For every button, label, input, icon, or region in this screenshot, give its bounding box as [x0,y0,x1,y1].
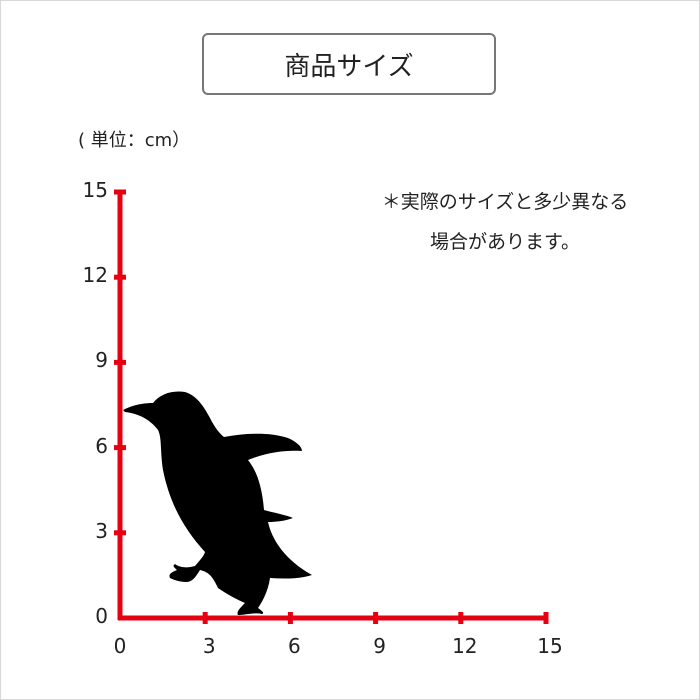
y-tick-label: 6 [95,433,108,458]
x-tick-label: 0 [113,634,127,658]
page-title: 商品サイズ [202,33,496,95]
x-tick-label: 9 [373,634,386,658]
x-tick-label: 15 [537,634,563,658]
y-tick-label: 3 [95,518,108,543]
penguin-icon [123,391,312,615]
x-tick-label: 3 [202,634,216,658]
y-tick-label: 9 [95,348,108,373]
y-tick-label: 15 [82,178,108,202]
note-line-2: 場合があります。 [429,231,581,253]
unit-label: ( 単位：cm） [78,130,191,151]
y-tick-label: 12 [82,263,108,288]
note-line-1: ＊実際のサイズと多少異なる [381,191,629,213]
x-tick-label: 12 [452,634,478,658]
x-tick-label: 6 [288,634,301,658]
y-tick-label: 0 [95,604,108,628]
size-note: ＊実際のサイズと多少異なる 場合があります。 [340,182,670,262]
